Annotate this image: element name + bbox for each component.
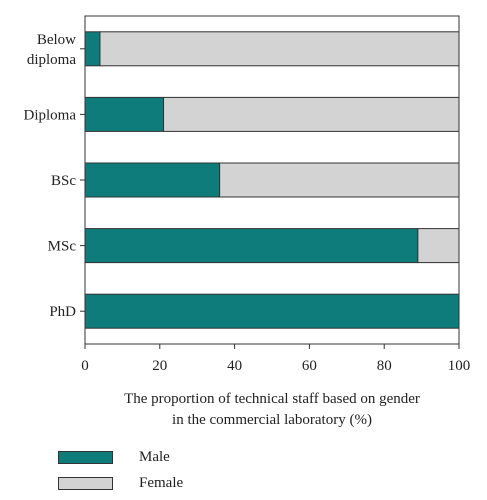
legend: Male Female: [58, 444, 183, 496]
bars-group: [84, 31, 460, 329]
legend-label-female: Female: [139, 474, 184, 491]
x-axis-label-line-1: The proportion of technical staff based …: [124, 391, 420, 407]
stacked-bar-chart: Below diploma Diploma BSc MSc PhD 0 20 40 60 80 10…: [24, 15, 470, 428]
bar-female-below-diploma: [99, 31, 460, 67]
chart-area: Below diploma Diploma BSc MSc PhD 0 20 40 60 80 10…: [24, 15, 470, 428]
y-axis: Below diploma Diploma BSc MSc PhD: [24, 32, 85, 320]
bar-male-phd: [84, 293, 460, 329]
x-axis-label-line-2: in the commercial laboratory (%): [172, 412, 372, 428]
x-tick-label-0: 0: [81, 358, 89, 374]
y-tick-label-diploma-line-1: Diploma: [24, 107, 77, 123]
x-tick-label-20: 20: [152, 358, 167, 374]
y-tick-label-msc-line-1: MSc: [48, 239, 77, 255]
legend-swatch-female: [58, 476, 113, 490]
y-tick-label-bsc-line-1: BSc: [51, 173, 76, 189]
y-tick-label-phd-line-1: PhD: [49, 304, 76, 320]
x-tick-label-40: 40: [227, 358, 242, 374]
bar-male-msc: [84, 228, 419, 264]
x-tick-label-60: 60: [302, 358, 317, 374]
bar-female-msc: [417, 228, 460, 264]
bar-male-bsc: [84, 162, 221, 198]
y-tick-label-below-diploma-line-2: diploma: [27, 52, 77, 68]
legend-swatch-male: [58, 450, 113, 464]
bar-female-bsc: [219, 162, 460, 198]
y-tick-label-below-diploma-line-1: Below: [37, 32, 76, 48]
x-tick-label-80: 80: [377, 358, 392, 374]
x-tick-label-100: 100: [448, 358, 471, 374]
x-axis: 0 20 40 60 80 100: [81, 344, 470, 374]
legend-item-female: Female: [58, 470, 183, 496]
bar-male-below-diploma: [84, 31, 101, 67]
legend-label-male: Male: [139, 448, 170, 465]
legend-item-male: Male: [58, 444, 183, 470]
bar-male-diploma: [84, 96, 165, 132]
bar-female-diploma: [163, 96, 460, 132]
